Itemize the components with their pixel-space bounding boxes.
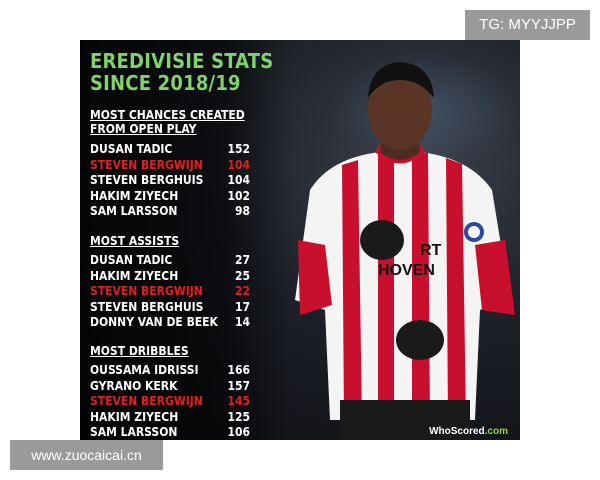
stat-value: 104 [227, 157, 250, 172]
player-name: DUSAN TADIC [90, 253, 173, 267]
stat-row: STEVEN BERGHUIS 104 [90, 173, 250, 189]
shirt-sponsor-text-2: HOVEN [378, 262, 435, 279]
poster-title: EREDIVISIE STATS SINCE 2018/19 [90, 50, 273, 94]
text-panel-shade [80, 40, 290, 440]
stat-row: SAM LARSSON 98 [90, 204, 250, 220]
stats-poster-image: RT HOVEN EREDIVISIE STATS SINCE 2018/19 … [80, 40, 520, 440]
stat-row: OUSSAMA IDRISSI 166 [90, 363, 250, 379]
logo-suffix: .com [484, 426, 508, 437]
stat-value: 166 [227, 363, 250, 377]
stat-value: 125 [227, 409, 250, 424]
stat-value: 27 [234, 253, 250, 267]
stat-value: 145 [227, 394, 250, 408]
stat-value: 22 [234, 284, 250, 298]
stat-row: HAKIM ZIYECH 25 [90, 269, 250, 285]
stat-value: 14 [234, 315, 250, 329]
tg-watermark-badge: TG: MYYJJPP [465, 10, 590, 40]
player-name: OUSSAMA IDRISSI [90, 363, 199, 377]
stat-value: 102 [227, 188, 250, 203]
player-name: STEVEN BERGHUIS [90, 173, 204, 187]
player-name: SAM LARSSON [90, 204, 178, 218]
stat-row-highlighted: STEVEN BERGWIJN 104 [90, 158, 250, 174]
section-heading-line: MOST CHANCES CREATED [90, 108, 245, 122]
player-name: STEVEN BERGWIJN [90, 284, 203, 298]
stat-value: 157 [227, 378, 250, 393]
stat-row: HAKIM ZIYECH 125 [90, 410, 250, 426]
section-heading-line: MOST DRIBBLES [90, 344, 189, 358]
player-name: HAKIM ZIYECH [90, 268, 179, 283]
stat-row: HAKIM ZIYECH 102 [90, 189, 250, 205]
shirt-sponsor-text-1: RT [420, 242, 442, 259]
stat-row: SAM LARSSON 106 [90, 425, 250, 440]
title-line-1: EREDIVISIE STATS [90, 49, 274, 73]
player-name: STEVEN BERGHUIS [90, 299, 204, 314]
player-name: DONNY VAN DE BEEK [90, 315, 218, 329]
stat-row: DUSAN TADIC 27 [90, 253, 250, 269]
whoscored-logo: WhoScored.com [429, 426, 508, 437]
logo-prefix: WhoScored [429, 426, 485, 437]
stat-row-highlighted: STEVEN BERGWIJN 22 [90, 284, 250, 300]
section-heading-line: MOST ASSISTS [90, 234, 180, 248]
section-heading-assists: MOST ASSISTS [90, 234, 179, 248]
stat-row: DONNY VAN DE BEEK 14 [90, 315, 250, 331]
stat-value: 106 [227, 425, 250, 439]
player-illustration: RT HOVEN [295, 62, 515, 440]
player-name: STEVEN BERGWIJN [90, 157, 203, 172]
stat-row: GYRANO KERK 157 [90, 379, 250, 395]
assists-list: DUSAN TADIC 27 HAKIM ZIYECH 25 STEVEN BE… [90, 253, 250, 331]
stat-value: 152 [227, 142, 250, 156]
title-line-2: SINCE 2018/19 [90, 71, 241, 95]
stat-value: 25 [234, 268, 250, 283]
dribbles-list: OUSSAMA IDRISSI 166 GYRANO KERK 157 STEV… [90, 363, 250, 440]
player-name: HAKIM ZIYECH [90, 409, 179, 424]
player-name: SAM LARSSON [90, 425, 178, 439]
player-name: GYRANO KERK [90, 378, 178, 393]
url-watermark-badge: www.zuocaicai.cn [10, 440, 163, 470]
stat-row: DUSAN TADIC 152 [90, 142, 250, 158]
player-name: HAKIM ZIYECH [90, 188, 179, 203]
section-heading-line: FROM OPEN PLAY [90, 122, 197, 136]
section-heading-chances: MOST CHANCES CREATED FROM OPEN PLAY [90, 108, 245, 136]
player-name: DUSAN TADIC [90, 142, 173, 156]
stat-row: STEVEN BERGHUIS 17 [90, 300, 250, 316]
section-heading-dribbles: MOST DRIBBLES [90, 344, 189, 358]
stat-value: 104 [227, 173, 250, 187]
stat-value: 17 [234, 299, 250, 314]
stat-row-highlighted: STEVEN BERGWIJN 145 [90, 394, 250, 410]
stat-value: 98 [234, 204, 250, 218]
chances-list: DUSAN TADIC 152 STEVEN BERGWIJN 104 STEV… [90, 142, 250, 220]
player-name: STEVEN BERGWIJN [90, 394, 203, 408]
